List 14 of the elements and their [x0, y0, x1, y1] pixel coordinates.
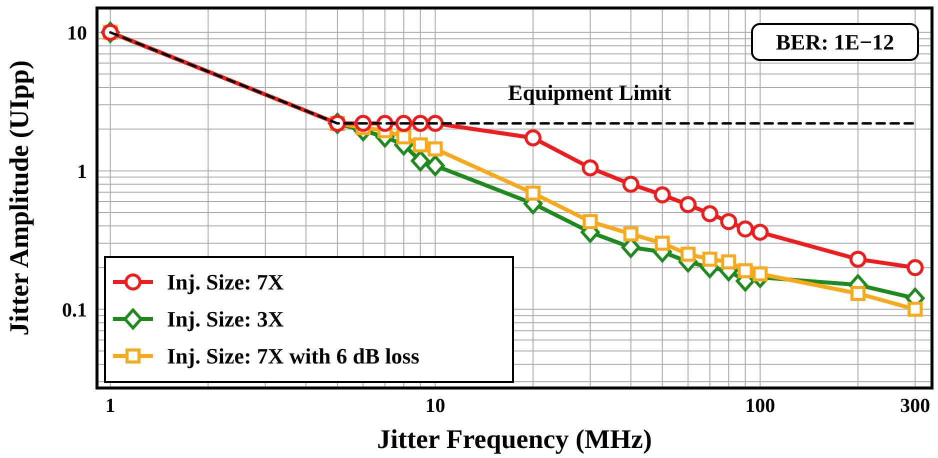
y-tick-label: 0.1	[62, 299, 87, 322]
x-tick-label: 100	[745, 395, 776, 417]
x-axis-title: Jitter Frequency (MHz)	[377, 424, 652, 454]
y-tick-label: 1	[77, 160, 87, 183]
legend-label: Inj. Size: 7X	[167, 270, 284, 295]
x-tick-label: 10	[425, 395, 446, 417]
y-tick-label: 10	[67, 22, 87, 44]
annotation: Equipment Limit	[508, 80, 672, 105]
x-tick-label: 1	[105, 395, 116, 417]
legend-label: Inj. Size: 3X	[167, 306, 284, 332]
y-axis-title: Jitter Amplitude (UIpp)	[4, 60, 34, 336]
x-tick-label: 300	[900, 395, 930, 417]
annotation: BER: 1E−12	[776, 30, 894, 55]
legend-label: Inj. Size: 7X with 6 dB loss	[167, 344, 420, 369]
